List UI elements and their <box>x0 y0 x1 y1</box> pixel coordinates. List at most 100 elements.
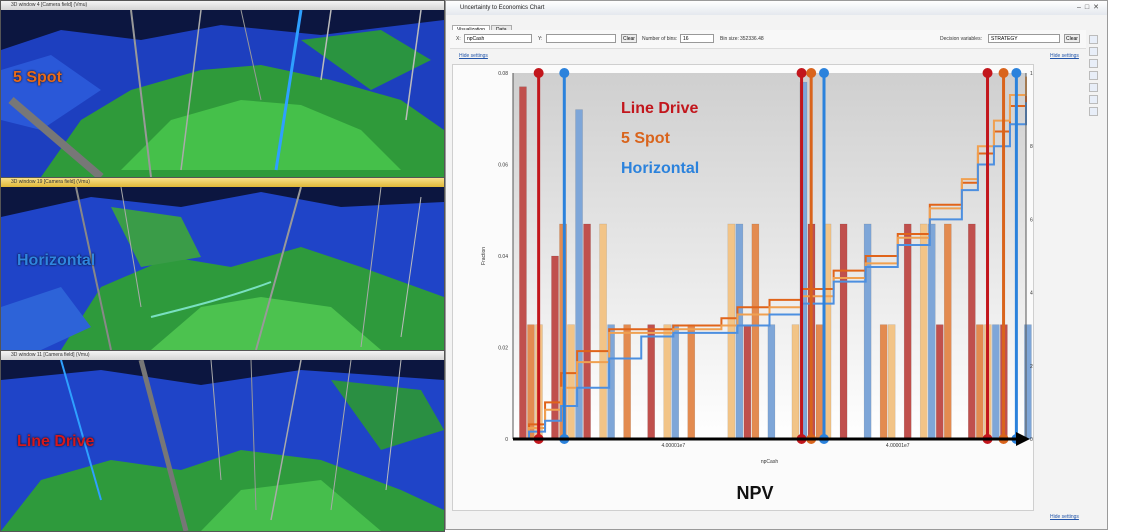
hide-settings-link-bottom[interactable]: Hide settings <box>1050 514 1079 520</box>
x-tick-label: 4.00001e7 <box>661 443 685 449</box>
view-titlebar[interactable]: 3D window 19 [Camera field] (Vmu) <box>1 178 444 187</box>
decision-marker-top <box>806 68 817 78</box>
histogram-bar <box>976 324 984 440</box>
legend-entry: Line Drive <box>621 100 698 117</box>
histogram-bar <box>903 223 912 440</box>
y2-tick-label: 40% <box>1030 291 1033 297</box>
histogram-bar <box>791 324 800 440</box>
histogram-bar <box>567 324 575 440</box>
spreadsheet-icon[interactable] <box>1089 107 1098 116</box>
window-title: Uncertainty to Economics Chart <box>446 1 1107 15</box>
y-tick-label: 0 <box>505 437 508 443</box>
histogram-bar <box>943 223 952 440</box>
x-tick-label: 4.00001e7 <box>886 443 910 449</box>
histogram-bar <box>743 324 752 440</box>
legend-entry: 5 Spot <box>621 130 671 147</box>
histogram-bar <box>527 324 535 440</box>
y2-tick-label: 0% <box>1030 437 1033 443</box>
chart-side-toolbar <box>1089 35 1099 119</box>
histogram-bar <box>839 223 848 440</box>
histogram-bar <box>887 324 896 440</box>
copy-icon[interactable] <box>1089 35 1098 44</box>
histogram-bar <box>968 223 976 440</box>
hide-settings-link-right[interactable]: Hide settings <box>1050 53 1079 59</box>
histogram-bar <box>551 255 559 440</box>
x-variable-select[interactable]: npCash <box>464 34 532 43</box>
y-tick-label: 0.06 <box>498 163 508 169</box>
histogram-bar <box>992 324 1000 440</box>
view-horizontal[interactable]: 3D window 19 [Camera field] (Vmu) Horizo… <box>0 177 445 351</box>
decision-marker-top <box>982 68 993 78</box>
document-icon[interactable] <box>1089 47 1098 56</box>
chart-settings-toolbar: X: npCash Y: Clear Number of bins: 16 Bi… <box>450 30 1086 49</box>
view-titlebar[interactable]: 3D window 11 [Camera field] (Vmu) <box>1 351 444 360</box>
decision-variable-select[interactable]: STRATEGY <box>988 34 1060 43</box>
decision-marker-top <box>796 68 807 78</box>
y2-tick-label: 60% <box>1030 217 1033 223</box>
view-label-line-drive: Line Drive <box>17 433 95 450</box>
x-label: X: <box>456 36 461 42</box>
y-tick-label: 0.08 <box>498 71 508 77</box>
bins-stepper[interactable]: 16 <box>680 34 714 43</box>
histogram-bar <box>879 324 888 440</box>
hide-settings-link-left[interactable]: Hide settings <box>459 53 488 59</box>
histogram-bar <box>927 223 936 440</box>
histogram-bar <box>815 324 824 440</box>
histogram-bar <box>519 86 527 440</box>
bin-size-value: 352336.48 <box>740 36 764 42</box>
y-variable-select[interactable] <box>546 34 616 43</box>
view-5-spot[interactable]: 3D window 4 [Camera field] (Vmu) 5 Spot <box>0 0 445 178</box>
clear-button[interactable]: Clear <box>621 34 637 43</box>
histogram-bar <box>919 223 928 440</box>
view-label-horizontal: Horizontal <box>17 252 96 269</box>
legend-entry: Horizontal <box>621 160 699 177</box>
reservoir-3d-scene <box>1 360 444 531</box>
bin-size-label: Bin size: <box>720 36 739 42</box>
histogram-bar <box>727 223 736 440</box>
histogram-bar <box>751 223 760 440</box>
decision-label: Decision variables: <box>940 36 982 42</box>
tab-bar: VisualizationData <box>452 18 513 35</box>
globe-icon[interactable] <box>1089 71 1098 80</box>
reservoir-3d-scene <box>1 10 444 177</box>
bins-label: Number of bins: <box>642 36 678 42</box>
y-label: Y: <box>538 36 543 42</box>
x-axis-title: npCash <box>761 459 778 465</box>
clear-decision-button[interactable]: Clear <box>1064 34 1080 43</box>
histogram-bar <box>671 324 680 440</box>
decision-marker-top <box>559 68 570 78</box>
plot-area: 0 0.02 0.04 0.06 0.08 0% 20% 40% 60% 80% 100% 4.000… <box>452 64 1060 511</box>
decision-marker-top <box>998 68 1009 78</box>
decision-marker-top <box>533 68 544 78</box>
histogram-bar <box>767 324 776 440</box>
histogram-bar <box>687 324 696 440</box>
reservoir-views: 3D window 4 [Camera field] (Vmu) 5 Spot … <box>0 0 445 532</box>
reservoir-3d-scene <box>1 187 444 350</box>
histogram-bar <box>663 324 671 440</box>
histogram-bar <box>647 324 655 440</box>
decision-marker-top <box>1011 68 1022 78</box>
histogram-bar <box>623 324 631 440</box>
view-line-drive[interactable]: 3D window 11 [Camera field] (Vmu) Line D… <box>0 350 445 532</box>
y-axis-title: Fraction <box>481 247 487 265</box>
cdf-line <box>513 102 1027 440</box>
pencil-icon[interactable] <box>1089 83 1098 92</box>
y-tick-label: 0.02 <box>498 346 508 352</box>
x-axis-arrowhead <box>1016 432 1030 446</box>
npv-label: NPV <box>736 483 773 503</box>
curve-icon[interactable] <box>1089 95 1098 104</box>
y-tick-label: 0.04 <box>498 254 508 260</box>
view-label-5-spot: 5 Spot <box>13 69 62 86</box>
y2-tick-label: 100% <box>1030 71 1033 77</box>
histogram-bar <box>1024 324 1032 440</box>
view-titlebar[interactable]: 3D window 4 [Camera field] (Vmu) <box>1 1 444 10</box>
window-controls[interactable]: –□✕ <box>1077 4 1103 11</box>
zoom-icon[interactable] <box>1089 59 1098 68</box>
histogram-bar <box>583 223 591 440</box>
histogram-bar <box>599 223 607 440</box>
y2-tick-label: 20% <box>1030 364 1033 370</box>
histogram-bar <box>935 324 944 440</box>
decision-marker-top <box>819 68 830 78</box>
y2-tick-label: 80% <box>1030 144 1033 150</box>
npv-histogram-chart[interactable]: 0 0.02 0.04 0.06 0.08 0% 20% 40% 60% 80% 100% 4.000… <box>453 65 1060 510</box>
